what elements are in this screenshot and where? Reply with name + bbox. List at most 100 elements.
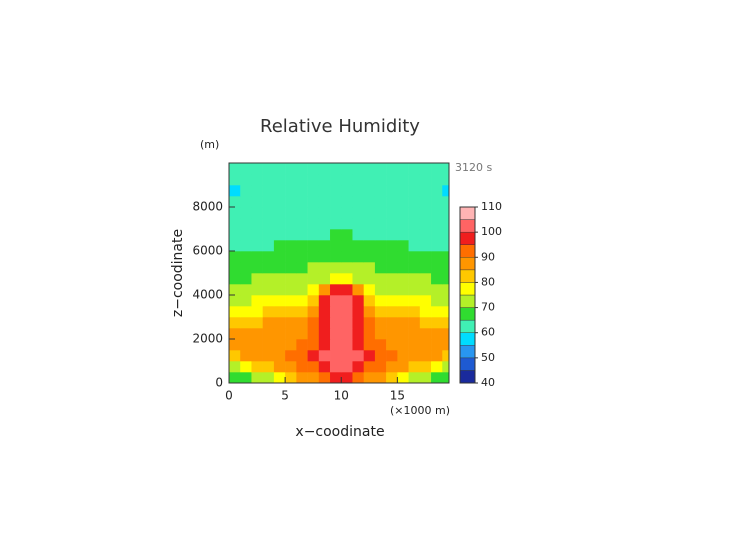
field xyxy=(229,163,449,383)
field-cell xyxy=(363,207,376,219)
field-cell xyxy=(296,207,308,219)
field-cell xyxy=(419,306,432,318)
field-cell xyxy=(419,372,432,383)
field-cell xyxy=(363,240,376,252)
field-cell xyxy=(363,306,376,318)
field-cell xyxy=(419,185,432,197)
field-cell xyxy=(296,361,308,373)
field-cell xyxy=(431,207,443,219)
field-cell xyxy=(262,295,275,307)
field-cell xyxy=(285,317,297,329)
field-cell xyxy=(352,350,364,362)
field-cell xyxy=(296,218,308,230)
field-cell xyxy=(251,196,263,208)
field-cell xyxy=(397,372,409,383)
field-cell xyxy=(341,185,353,197)
y-tick-label: 0 xyxy=(215,376,223,390)
field-cell xyxy=(419,284,432,296)
field-cell xyxy=(285,262,297,274)
colorbar-tick-label: 110 xyxy=(481,200,502,213)
field-cell xyxy=(229,328,241,340)
field-cell xyxy=(397,174,409,186)
field-cell xyxy=(307,218,320,230)
field-cell xyxy=(229,185,241,197)
field-cell xyxy=(386,295,398,307)
plot-frame xyxy=(228,162,450,384)
field-cell xyxy=(307,174,320,186)
field-cell xyxy=(262,372,275,383)
y-unit: (m) xyxy=(200,138,219,151)
field-cell xyxy=(330,350,342,362)
field-cell xyxy=(397,207,409,219)
field-cell xyxy=(408,218,421,230)
colorbar-segment xyxy=(459,231,476,245)
field-cell xyxy=(431,273,443,285)
field-cell xyxy=(285,372,297,383)
field-cell xyxy=(386,240,398,252)
y-tick-label: 6000 xyxy=(192,244,223,258)
field-cell xyxy=(442,284,449,296)
colorbar-segment xyxy=(459,332,476,346)
field-cell xyxy=(431,361,443,373)
field-cell xyxy=(330,306,342,318)
field-cell xyxy=(296,350,308,362)
field-cell xyxy=(363,262,376,274)
field-cell xyxy=(273,251,286,263)
field-cell xyxy=(442,306,449,318)
field-cell xyxy=(386,251,398,263)
field-cell xyxy=(431,229,443,241)
field-cell xyxy=(296,328,308,340)
field-cell xyxy=(442,350,449,362)
field-cell xyxy=(285,284,297,296)
field-cell xyxy=(251,174,263,186)
colorbar-segment xyxy=(459,345,476,359)
field-cell xyxy=(431,163,443,175)
field-cell xyxy=(386,174,398,186)
field-cell xyxy=(374,328,387,340)
field-cell xyxy=(318,350,331,362)
field-cell xyxy=(431,284,443,296)
field-cell xyxy=(352,328,364,340)
field-cell xyxy=(397,317,409,329)
field-cell xyxy=(262,306,275,318)
field-cell xyxy=(397,163,409,175)
field-cell xyxy=(273,240,286,252)
field-cell xyxy=(262,262,275,274)
field-cell xyxy=(374,251,387,263)
field-cell xyxy=(318,317,331,329)
colorbar-segment xyxy=(459,370,476,384)
field-cell xyxy=(374,361,387,373)
field-cell xyxy=(251,328,263,340)
field-cell xyxy=(386,339,398,351)
colorbar-tick-label: 40 xyxy=(481,376,495,389)
field-cell xyxy=(296,174,308,186)
field-cell xyxy=(408,262,421,274)
field-cell xyxy=(341,284,353,296)
colorbar-segment xyxy=(459,307,476,321)
field-cell xyxy=(307,196,320,208)
field-cell xyxy=(431,295,443,307)
field-cell xyxy=(374,317,387,329)
field-cell xyxy=(397,339,409,351)
field-cell xyxy=(273,306,286,318)
field-cell xyxy=(341,372,353,383)
field-cell xyxy=(251,240,263,252)
field-cell xyxy=(341,251,353,263)
field-cell xyxy=(386,218,398,230)
field-cell xyxy=(307,163,320,175)
field-cell xyxy=(330,273,342,285)
field-cell xyxy=(442,328,449,340)
field-cell xyxy=(285,185,297,197)
field-cell xyxy=(408,339,421,351)
field-cell xyxy=(352,240,364,252)
colorbar-segment xyxy=(459,244,476,258)
field-cell xyxy=(442,207,449,219)
field-cell xyxy=(229,163,241,175)
field-cell xyxy=(251,207,263,219)
x-tick-label: 15 xyxy=(390,389,405,403)
y-tick-label: 8000 xyxy=(192,200,223,214)
field-cell xyxy=(386,317,398,329)
field-cell xyxy=(229,372,241,383)
field-cell xyxy=(408,174,421,186)
field-cell xyxy=(273,339,286,351)
